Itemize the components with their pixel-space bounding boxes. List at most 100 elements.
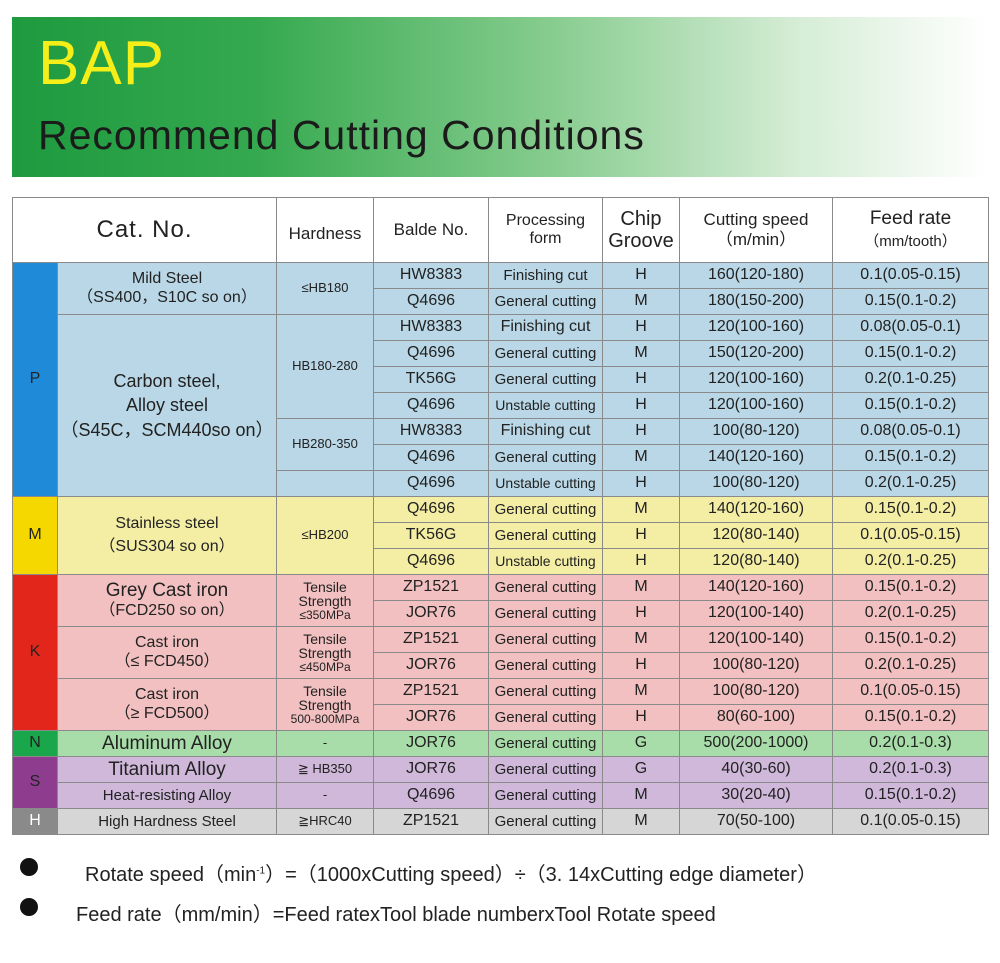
bullet-icon xyxy=(20,858,38,876)
speed-cell: 140(120-160) xyxy=(679,444,833,471)
cutting-conditions-table: Cat. No. Hardness Balde No. Processing fo… xyxy=(12,197,989,835)
chip-cell: H xyxy=(602,522,680,549)
header-cutting-speed: Cutting speed （m/min） xyxy=(679,197,833,263)
processing-cell: General cutting xyxy=(488,782,603,809)
speed-cell: 80(60-100) xyxy=(679,704,833,731)
speed-cell: 150(120-200) xyxy=(679,340,833,367)
hardness-cell: Tensile Strength ≤450MPa xyxy=(276,626,374,679)
speed-cell: 40(30-60) xyxy=(679,756,833,783)
feed-cell: 0.15(0.1-0.2) xyxy=(832,340,989,367)
speed-cell: 100(80-120) xyxy=(679,418,833,445)
table-row: Carbon steel, Alloy steel （S45C，SCM440so o… xyxy=(12,314,989,497)
processing-cell: Finishing cut xyxy=(488,262,603,289)
speed-cell: 120(100-140) xyxy=(679,626,833,653)
processing-cell: General cutting xyxy=(488,444,603,471)
feed-cell: 0.15(0.1-0.2) xyxy=(832,704,989,731)
processing-cell: General cutting xyxy=(488,756,603,783)
header-banner: BAP Recommend Cutting Conditions xyxy=(12,17,988,177)
material-aluminum-alloy: Aluminum Alloy xyxy=(57,730,277,757)
chip-cell: H xyxy=(602,600,680,627)
header-chip-groove: Chip Groove xyxy=(602,197,680,263)
hardness-cell: HB180-280 xyxy=(276,314,374,419)
header-processing-form: Processing form xyxy=(488,197,603,263)
table-row: H High Hardness Steel ≧HRC40 ZP1521 Gene… xyxy=(12,808,989,835)
speed-cell: 70(50-100) xyxy=(679,808,833,835)
speed-cell: 140(120-160) xyxy=(679,574,833,601)
speed-cell: 120(100-160) xyxy=(679,392,833,419)
feed-cell: 0.15(0.1-0.2) xyxy=(832,626,989,653)
blade-cell: Q4696 xyxy=(373,340,489,367)
feed-cell: 0.1(0.05-0.15) xyxy=(832,678,989,705)
table-header-row: Cat. No. Hardness Balde No. Processing fo… xyxy=(12,197,989,263)
table-row: HB280-350 HW8383 Finishing cut H 100(80-… xyxy=(12,418,989,471)
blade-cell: TK56G xyxy=(373,366,489,393)
feed-cell: 0.08(0.05-0.1) xyxy=(832,418,989,445)
hardness-cell: - xyxy=(276,782,374,809)
table-row: P Mild Steel （SS400，S10C so on） ≤HB180 HW… xyxy=(12,262,989,497)
feed-cell: 0.2(0.1-0.25) xyxy=(832,652,989,679)
feed-cell: 0.15(0.1-0.2) xyxy=(832,574,989,601)
chip-cell: H xyxy=(602,470,680,497)
header-feed-rate: Feed rate （mm/tooth） xyxy=(832,197,989,263)
processing-cell: General cutting xyxy=(488,340,603,367)
material-high-hardness-steel: High Hardness Steel xyxy=(57,808,277,835)
feed-cell: 0.2(0.1-0.3) xyxy=(832,730,989,757)
table-row: Heat-resisting Alloy - Q4696 General cut… xyxy=(12,782,989,809)
hardness-cell: ≤HB180 xyxy=(276,262,374,315)
material-carbon-alloy-steel: Carbon steel, Alloy steel （S45C，SCM440so o… xyxy=(57,314,277,497)
chip-cell: M xyxy=(602,288,680,315)
feed-cell: 0.2(0.1-0.25) xyxy=(832,600,989,627)
table-row: Cast iron （≥ FCD500） Tensile Strength 500-8… xyxy=(12,678,989,731)
feed-cell: 0.15(0.1-0.2) xyxy=(832,392,989,419)
blade-cell: ZP1521 xyxy=(373,808,489,835)
blade-cell: JOR76 xyxy=(373,756,489,783)
hardness-cell: ≧ HB350 xyxy=(276,756,374,783)
feed-cell: 0.15(0.1-0.2) xyxy=(832,782,989,809)
processing-cell: General cutting xyxy=(488,808,603,835)
blade-cell: JOR76 xyxy=(373,600,489,627)
material-stainless-steel: Stainless steel （SUS304 so on） xyxy=(57,496,277,575)
table-row: Cast iron （≤ FCD450） Tensile Strength ≤450M… xyxy=(12,626,989,679)
chip-cell: M xyxy=(602,496,680,523)
bullet-icon xyxy=(20,898,38,916)
chip-cell: M xyxy=(602,678,680,705)
feed-cell: 0.1(0.05-0.15) xyxy=(832,808,989,835)
feed-cell: 0.2(0.1-0.3) xyxy=(832,756,989,783)
feed-cell: 0.15(0.1-0.2) xyxy=(832,496,989,523)
blade-cell: Q4696 xyxy=(373,444,489,471)
processing-cell: Finishing cut xyxy=(488,418,603,445)
category-code-p: P xyxy=(12,262,58,497)
feed-cell: 0.2(0.1-0.25) xyxy=(832,548,989,575)
table-row: Q4696 General cutting M 180(150-200) 0.1… xyxy=(12,288,989,315)
feed-cell: 0.15(0.1-0.2) xyxy=(832,288,989,315)
processing-cell: General cutting xyxy=(488,366,603,393)
table-row: N Aluminum Alloy - JOR76 General cutting… xyxy=(12,730,989,757)
material-heat-resisting-alloy: Heat-resisting Alloy xyxy=(57,782,277,809)
blade-cell: JOR76 xyxy=(373,704,489,731)
processing-cell: General cutting xyxy=(488,678,603,705)
blade-cell: Q4696 xyxy=(373,496,489,523)
hardness-cell: Tensile Strength 500-800MPa xyxy=(276,678,374,731)
processing-cell: Unstable cutting xyxy=(488,392,603,419)
feed-cell: 0.1(0.05-0.15) xyxy=(832,262,989,289)
feed-cell: 0.2(0.1-0.25) xyxy=(832,470,989,497)
processing-cell: General cutting xyxy=(488,522,603,549)
blade-cell: HW8383 xyxy=(373,418,489,445)
speed-cell: 500(200-1000) xyxy=(679,730,833,757)
processing-cell: General cutting xyxy=(488,600,603,627)
chip-cell: M xyxy=(602,808,680,835)
chip-cell: M xyxy=(602,782,680,809)
table-row: JOR76 General cutting H 80(60-100) 0.15(… xyxy=(12,704,989,731)
blade-cell: Q4696 xyxy=(373,782,489,809)
category-code-h: H xyxy=(12,808,58,835)
feed-cell: 0.2(0.1-0.25) xyxy=(832,366,989,393)
chip-cell: G xyxy=(602,756,680,783)
speed-cell: 100(80-120) xyxy=(679,678,833,705)
processing-cell: General cutting xyxy=(488,704,603,731)
chip-cell: H xyxy=(602,418,680,445)
rotate-speed-formula: Rotate speed（min-1）=（1000xCutting speed）… xyxy=(85,864,817,886)
processing-cell: General cutting xyxy=(488,574,603,601)
speed-cell: 30(20-40) xyxy=(679,782,833,809)
speed-cell: 120(80-140) xyxy=(679,522,833,549)
processing-cell: General cutting xyxy=(488,730,603,757)
